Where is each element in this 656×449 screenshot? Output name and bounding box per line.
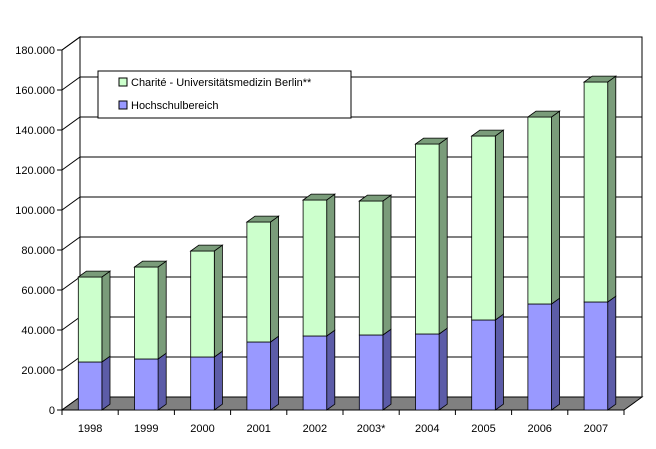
bar-top-2007 — [582, 75, 618, 83]
y-tick-label: 120.000 — [15, 165, 55, 177]
y-tick-label: 140.000 — [15, 125, 55, 137]
bars — [77, 75, 618, 411]
y-tick-label: 0 — [49, 405, 55, 417]
bar-top-1999 — [133, 260, 168, 268]
bar-hochschul-2007 — [583, 301, 609, 411]
bar-hochschul-2005 — [471, 319, 496, 411]
gridline — [61, 236, 642, 251]
bar-side-charite-2003* — [382, 194, 392, 336]
bar-charite-2004 — [415, 143, 440, 335]
bar-top-2000 — [189, 244, 224, 252]
bar-hochschul-1998 — [77, 361, 103, 411]
x-tick-label: 2000 — [190, 423, 214, 435]
bar-side-charite-2004 — [438, 137, 448, 335]
legend-label-hochschul: Hochschulbereich — [131, 100, 218, 112]
gridline — [61, 36, 642, 51]
bar-charite-2000 — [190, 250, 215, 358]
x-tick-label: 2001 — [246, 423, 270, 435]
bar-top-2004 — [414, 137, 449, 145]
y-axis: 0 20.000 40.000 60.000 80.000 100.000 120.000 1… — [15, 45, 63, 417]
bar-side-hochschul-2000 — [213, 350, 223, 411]
y-tick-label: 180.000 — [15, 45, 55, 57]
gridline — [61, 156, 642, 171]
bar-top-1998 — [77, 270, 112, 278]
x-tick-label: 2002 — [303, 423, 327, 435]
y-tick-label: 60.000 — [21, 285, 55, 297]
bar-hochschul-2003* — [358, 334, 384, 411]
bar-side-hochschul-2004 — [438, 327, 448, 411]
y-tick-label: 80.000 — [21, 245, 55, 257]
bar-side-hochschul-1999 — [157, 352, 167, 411]
legend-swatch-hochschul — [118, 100, 128, 110]
x-tick-label: 2005 — [471, 423, 495, 435]
legend-swatch-charite — [118, 77, 128, 87]
bar-charite-2007 — [583, 81, 609, 303]
legend-label-charite: Charité - Universitätsmedizin Berlin** — [131, 77, 312, 89]
bar-charite-1999 — [134, 266, 159, 360]
legend-box — [97, 70, 352, 119]
gridline — [61, 196, 642, 211]
gridline — [61, 76, 642, 91]
bar-side-hochschul-2006 — [551, 297, 561, 411]
bar-charite-1998 — [77, 276, 103, 363]
bar-top-2006 — [526, 110, 561, 118]
bar-side-hochschul-2003* — [382, 328, 392, 411]
bar-side-hochschul-2007 — [607, 295, 617, 411]
y-tick-label: 40.000 — [21, 325, 55, 337]
x-tick-label: 1999 — [134, 423, 158, 435]
x-tick-label: 1998 — [78, 423, 102, 435]
x-axis: 1998 1999 2000 2001 2002 2003* 2004 2005 2006 200… — [61, 409, 625, 435]
bar-top-2001 — [245, 215, 280, 223]
y-tick-label: 20.000 — [21, 365, 55, 377]
bar-top-2003* — [358, 194, 393, 202]
bar-side-charite-2002 — [326, 193, 336, 337]
bar-side-charite-1998 — [101, 270, 111, 363]
bar-charite-2003* — [358, 200, 384, 336]
bar-hochschul-2000 — [190, 356, 215, 411]
bar-hochschul-2006 — [527, 303, 552, 411]
bar-charite-2002 — [302, 199, 328, 337]
legend: Charité - Universitätsmedizin Berlin** H… — [97, 70, 352, 119]
bar-side-charite-2007 — [607, 75, 617, 303]
bar-hochschul-2004 — [415, 333, 440, 411]
bar-side-charite-2005 — [494, 129, 504, 321]
bar-side-charite-2001 — [270, 215, 280, 343]
chart-side-wall — [61, 36, 81, 411]
bar-top-2005 — [470, 129, 505, 137]
bar-side-hochschul-2001 — [270, 335, 280, 411]
y-tick-label: 100.000 — [15, 205, 55, 217]
x-tick-label: 2004 — [415, 423, 439, 435]
bar-hochschul-1999 — [134, 358, 159, 411]
bar-side-hochschul-2005 — [494, 313, 504, 411]
bar-hochschul-2002 — [302, 335, 328, 411]
x-tick-label: 2007 — [584, 423, 608, 435]
y-tick-label: 160.000 — [15, 85, 55, 97]
x-tick-label: 2003* — [357, 423, 386, 435]
bar-charite-2006 — [527, 116, 552, 305]
bar-charite-2001 — [246, 221, 271, 343]
bar-hochschul-2001 — [246, 341, 271, 411]
bar-side-charite-2000 — [213, 244, 223, 358]
bar-top-2002 — [301, 193, 337, 201]
bar-side-hochschul-1998 — [101, 355, 111, 411]
bar-side-charite-1999 — [157, 260, 167, 360]
gridline — [61, 116, 642, 131]
x-tick-label: 2006 — [527, 423, 551, 435]
bar-side-hochschul-2002 — [326, 329, 336, 411]
bar-side-charite-2006 — [551, 110, 561, 305]
bar-charite-2005 — [471, 135, 496, 321]
